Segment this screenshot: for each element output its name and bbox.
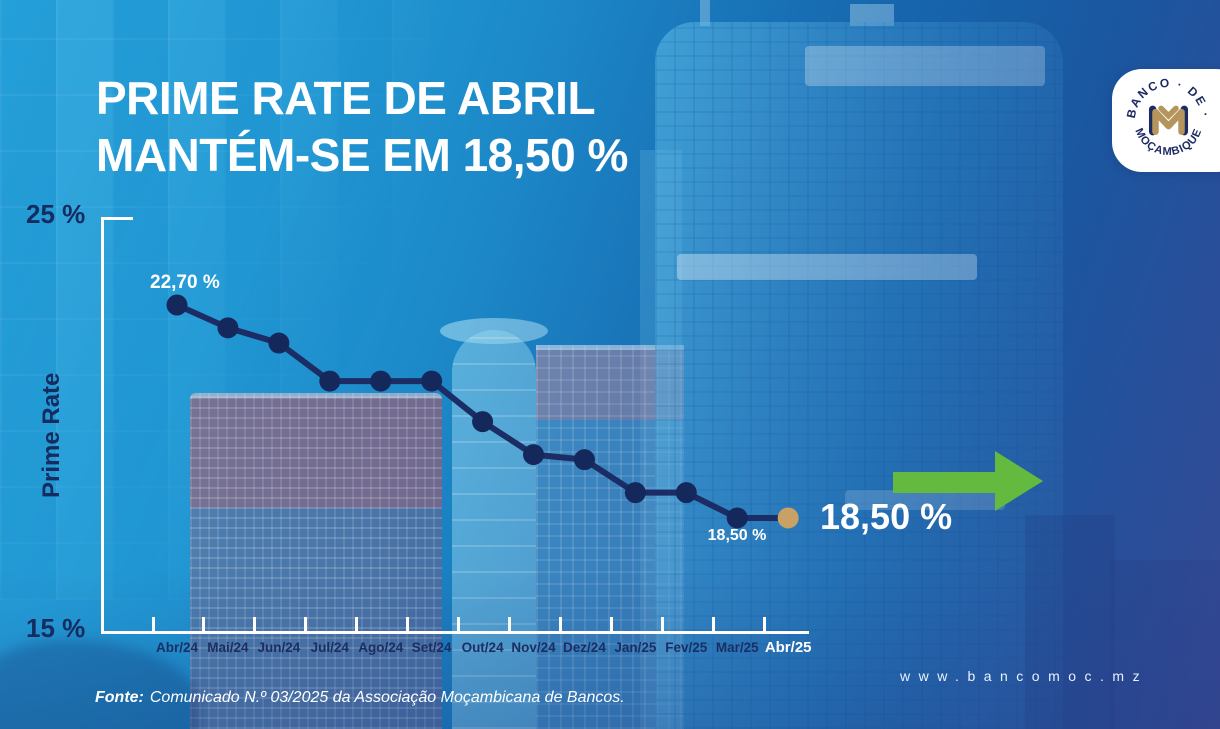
- x-axis-label-dez-24: Dez/24: [563, 640, 606, 655]
- x-axis-label-out-24: Out/24: [461, 640, 504, 655]
- x-axis-label-set-24: Set/24: [411, 640, 452, 655]
- x-axis-label-abr-25: Abr/25: [764, 639, 812, 656]
- x-axis-label-fev-25: Fev/25: [665, 640, 708, 655]
- x-axis-label-mar-25: Mar/25: [715, 640, 759, 655]
- y-axis-line: [101, 217, 104, 634]
- x-axis-tick: [762, 617, 766, 631]
- current-value-label: 18,50 %: [820, 496, 953, 537]
- source-note: Fonte: Comunicado N.º 03/2025 da Associaç…: [95, 689, 625, 707]
- banco-mocambique-logo: BANCO · DE · MOÇAMBIQUE: [1112, 69, 1220, 172]
- x-axis-line: [101, 631, 809, 634]
- source-text: Comunicado N.º 03/2025 da Associação Moç…: [149, 689, 625, 706]
- y-axis-title: Prime Rate: [38, 372, 65, 498]
- x-axis-label-nov-24: Nov/24: [511, 640, 556, 655]
- title-line-1: PRIME RATE DE ABRIL: [96, 72, 596, 124]
- x-axis-tick: [202, 617, 206, 631]
- x-axis-tick: [609, 617, 613, 631]
- y-axis-top-tick: [101, 217, 133, 220]
- y-axis-tick-25: 25 %: [26, 199, 86, 229]
- mar25-value-label: 18,50 %: [707, 527, 767, 544]
- x-axis-tick: [508, 617, 511, 631]
- x-axis-tick: [406, 617, 410, 631]
- y-axis-tick-15: 15 %: [26, 613, 86, 643]
- x-axis-label-jan-25: Jan/25: [614, 640, 657, 655]
- x-axis-tick: [457, 617, 461, 631]
- page-title: PRIME RATE DE ABRIL MANTÉM-SE EM 18,50 %: [96, 70, 796, 184]
- x-axis-label-jul-24: Jul/24: [310, 640, 349, 655]
- x-axis-label-abr-24: Abr/24: [155, 640, 199, 655]
- source-prefix: Fonte:: [95, 689, 144, 706]
- x-axis-tick: [711, 617, 715, 631]
- website-url: www.bancomoc.mz: [900, 668, 1149, 684]
- seal-emblem-knot: [1148, 105, 1189, 136]
- x-axis-tick: [660, 617, 664, 631]
- banco-mocambique-seal-icon: BANCO · DE · MOÇAMBIQUE: [1122, 74, 1215, 167]
- x-axis-label-mai-24: Mai/24: [207, 640, 249, 655]
- x-axis-tick: [253, 617, 257, 631]
- x-axis-tick: [151, 617, 155, 631]
- x-axis-label-ago-24: Ago/24: [358, 640, 404, 655]
- x-axis-tick: [558, 617, 562, 631]
- x-axis-tick: [304, 617, 308, 631]
- title-line-2: MANTÉM-SE EM 18,50 %: [96, 129, 628, 181]
- first-point-value-label: 22,70 %: [150, 272, 220, 293]
- trend-arrow-icon: [893, 451, 1043, 511]
- x-axis-label-jun-24: Jun/24: [257, 640, 301, 655]
- x-axis-tick: [355, 617, 359, 631]
